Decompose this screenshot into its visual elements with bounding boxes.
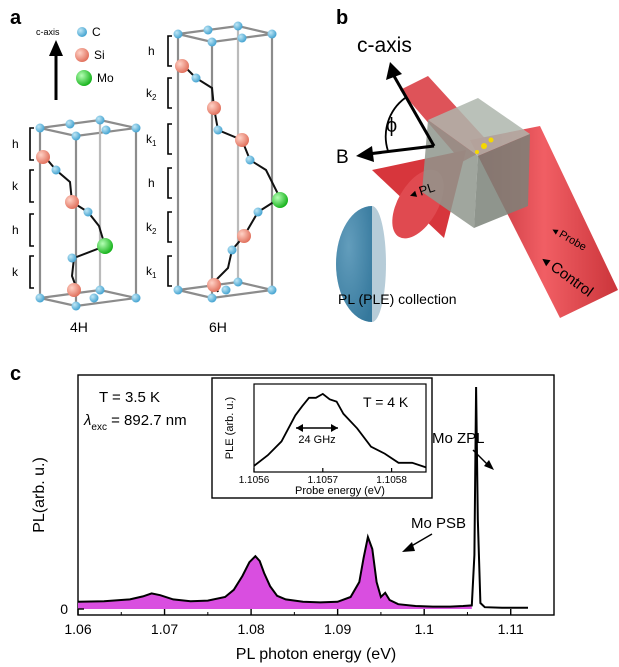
- linewidth-arrow-left: [296, 424, 303, 432]
- sample-side: [422, 120, 478, 228]
- inset-y-axis-label: PLE (arb. u.): [224, 397, 236, 459]
- pl-spectrum-line: [77, 386, 528, 609]
- x-tick-label: 1.1: [414, 621, 434, 637]
- caxis-legend-label: c-axis: [36, 27, 60, 37]
- linewidth-label: 24 GHz: [298, 434, 335, 446]
- defect-spot: [481, 143, 487, 149]
- crystal-6h-atoms: [173, 21, 288, 303]
- inset-x-axis-label: Probe energy (eV): [295, 485, 385, 497]
- main-x-axis: 1.06 1.07 1.08 1.09 1.1 1.11: [64, 609, 524, 637]
- stacking-6h-label: k2: [146, 220, 157, 236]
- caxis-arrow: [392, 75, 436, 147]
- main-y-axis-label: PL(arb. u.): [31, 457, 48, 533]
- sample-top: [428, 98, 530, 156]
- inset-temperature-label: T = 4 K: [363, 394, 409, 410]
- caxis-label: c-axis: [357, 34, 412, 57]
- stacking-6h-label: h: [148, 176, 155, 190]
- collection-lens-shade: [336, 206, 386, 322]
- stacking-4h-label: h: [12, 223, 19, 237]
- main-x-axis-label: PL photon energy (eV): [236, 646, 396, 663]
- panel-b-letter: b: [336, 7, 348, 29]
- angle-arc: [384, 97, 406, 152]
- linewidth-arrow-right: [331, 424, 338, 432]
- legend-mo-label: Mo: [97, 71, 114, 85]
- inset-frame: [211, 377, 433, 499]
- crystal-6h: [176, 24, 274, 300]
- stacking-4h: [29, 127, 34, 289]
- inset-x-axis: 1.1056 1.1057 1.1058: [239, 468, 407, 486]
- stacking-4h-label: k: [12, 265, 19, 279]
- field-arrowhead: [356, 146, 374, 162]
- legend-mo-swatch: [76, 70, 92, 86]
- stacking-4h-label: h: [12, 137, 19, 151]
- y-tick-label: 0: [60, 601, 68, 617]
- x-tick-label: 1.07: [151, 621, 178, 637]
- stacking-6h-label: k1: [146, 264, 157, 280]
- inset-x-tick-label: 1.1058: [376, 475, 407, 486]
- atom-legend: C Si Mo: [75, 25, 114, 86]
- panel-a: a c-axis C Si Mo: [10, 7, 288, 335]
- panel-a-letter: a: [10, 7, 22, 29]
- legend-c-swatch: [77, 27, 87, 37]
- x-tick-label: 1.11: [498, 621, 524, 637]
- angle-label: ϕ: [386, 115, 397, 137]
- legend-si-label: Si: [94, 48, 105, 62]
- psb-fill-area: [78, 537, 472, 609]
- defect-spot: [475, 150, 479, 154]
- inset-x-tick-label: 1.1057: [308, 475, 339, 486]
- field-label: B: [336, 147, 349, 168]
- crystal-4h-atoms: [35, 115, 141, 311]
- main-y-axis: 0: [60, 601, 84, 617]
- legend-c-label: C: [92, 25, 101, 39]
- stacking-6h: [167, 35, 172, 287]
- panel-b: b c-axis B ϕ ◂ PL ◂ Probe ◂ Contro: [336, 7, 618, 322]
- stacking-4h-label: k: [12, 179, 19, 193]
- caxis-arrowhead: [386, 62, 402, 80]
- crystal-4h-label: 4H: [70, 319, 88, 335]
- zpl-label: Mo ZPL: [432, 430, 485, 447]
- inset-x-tick-label: 1.1056: [239, 475, 270, 486]
- x-tick-label: 1.06: [64, 621, 91, 637]
- field-arrow: [367, 144, 435, 156]
- inset-plot-frame: [253, 383, 427, 473]
- ple-line: [253, 392, 427, 469]
- psb-label: Mo PSB: [411, 515, 466, 532]
- main-plot-frame: [77, 374, 555, 616]
- legend-si-swatch: [75, 48, 89, 62]
- excitation-wavelength: λexc = 892.7 nm: [83, 412, 187, 433]
- stacking-6h-label: k2: [146, 86, 157, 102]
- stacking-6h-label: k1: [146, 132, 157, 148]
- collection-label: PL (PLE) collection: [338, 291, 457, 307]
- temperature-label: T = 3.5 K: [99, 389, 160, 406]
- sample-front: [474, 134, 530, 228]
- panel-c: c 1.06 1.07 1.08 1.09 1.1 1.11 0 PL photon en…: [10, 363, 555, 663]
- caxis-legend-arrowhead: [49, 40, 63, 56]
- defect-spot: [488, 137, 494, 143]
- x-tick-label: 1.09: [324, 621, 351, 637]
- stacking-6h-label: h: [148, 44, 155, 58]
- psb-pointer-head: [402, 542, 415, 552]
- collection-lens: [336, 206, 372, 322]
- crystal-6h-label: 6H: [209, 319, 227, 335]
- x-tick-label: 1.08: [237, 621, 264, 637]
- zpl-pointer-head: [484, 460, 494, 470]
- panel-c-letter: c: [10, 363, 21, 385]
